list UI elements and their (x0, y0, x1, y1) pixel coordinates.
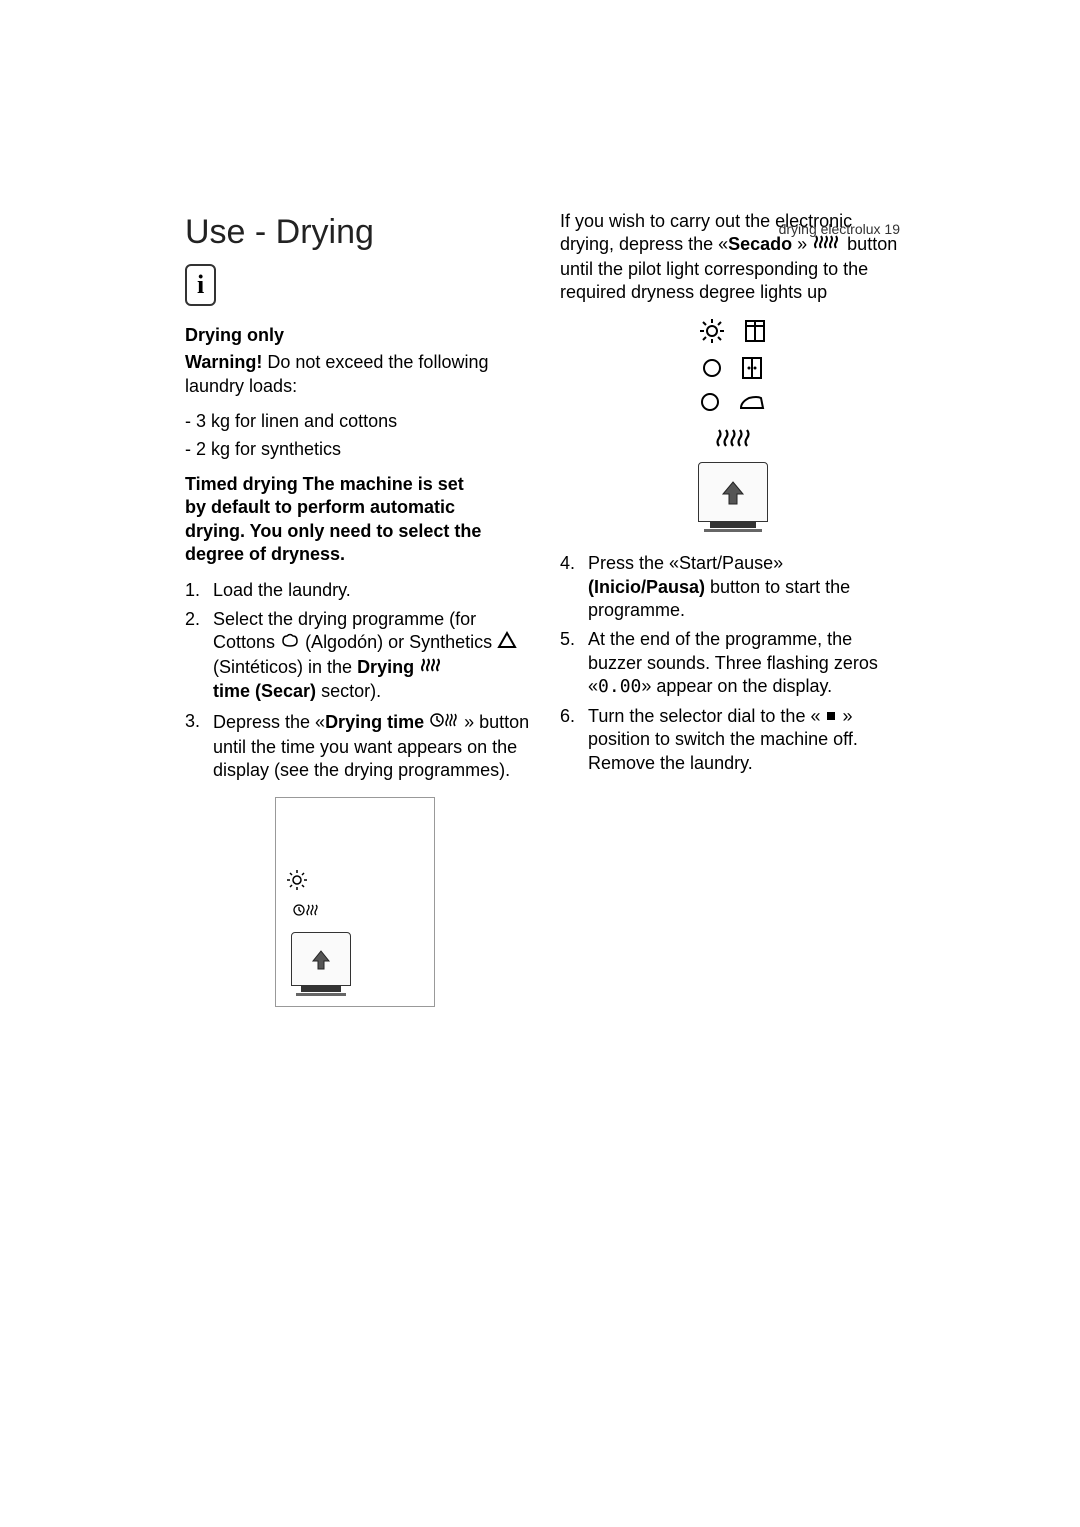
step-number: 2. (185, 608, 213, 704)
text-bold: (Inicio/Pausa) (588, 577, 705, 597)
text-bold: Drying (357, 657, 419, 677)
text: » appear on the display. (641, 676, 832, 696)
step-body: Depress the «Drying time » button until … (213, 710, 530, 783)
info-icon: i (197, 270, 204, 299)
step-4: 4. Press the «Start/Pause» (Inicio/Pausa… (560, 552, 905, 622)
heading-line: Timed drying The machine is set (185, 473, 530, 496)
text: Turn the selector dial to the « (588, 706, 820, 726)
heading-line: drying. You only need to select the (185, 520, 530, 543)
text-bold: Drying time (325, 712, 429, 732)
heading-line: by default to perform automatic (185, 496, 530, 519)
cotton-icon (280, 632, 300, 655)
page-header: drying electrolux 19 (779, 220, 900, 238)
step-body: Turn the selector dial to the « » positi… (588, 705, 905, 776)
text: (Algodón) or Synthetics (305, 632, 497, 652)
step-body: Press the «Start/Pause» (Inicio/Pausa) b… (588, 552, 905, 622)
display-value: 0.00 (598, 676, 641, 697)
circle-icon (699, 391, 721, 419)
dryness-panel-figure (673, 317, 793, 533)
step-6: 6. Turn the selector dial to the « » pos… (560, 705, 905, 776)
heading-line: degree of dryness. (185, 543, 530, 566)
info-box: i (185, 264, 216, 306)
waves-icon (419, 656, 445, 680)
step-number: 1. (185, 579, 213, 602)
drying-time-figure (275, 797, 435, 1007)
step-number: 4. (560, 552, 588, 622)
step-body: Load the laundry. (213, 579, 530, 602)
circle-icon (701, 357, 723, 385)
sun-icon (286, 869, 356, 897)
clock-waves-icon (429, 710, 459, 736)
iron-icon (737, 392, 767, 418)
step-number: 3. (185, 710, 213, 783)
drying-only-heading: Drying only (185, 324, 530, 347)
step-5: 5. At the end of the programme, the buzz… (560, 628, 905, 698)
step-1: 1. Load the laundry. (185, 579, 530, 602)
button-illustration (291, 932, 351, 986)
text-bold: time (Secar) (213, 681, 316, 701)
step-3: 3. Depress the «Drying time » button unt… (185, 710, 530, 783)
clock-waves-icon (292, 901, 356, 925)
load-list: - 3 kg for linen and cottons - 2 kg for … (185, 410, 530, 461)
list-item: - 3 kg for linen and cottons (185, 410, 530, 433)
step-body: At the end of the programme, the buzzer … (588, 628, 905, 698)
sun-icon (698, 317, 726, 351)
warning-label: Warning! (185, 352, 262, 372)
step-number: 5. (560, 628, 588, 698)
timed-drying-heading: Timed drying The machine is set by defau… (185, 473, 530, 567)
step-2: 2. Select the drying programme (for Cott… (185, 608, 530, 704)
list-item: - 2 kg for synthetics (185, 438, 530, 461)
text: Depress the « (213, 712, 325, 732)
text: sector). (321, 681, 381, 701)
cupboard-icon (742, 318, 768, 350)
right-column: If you wish to carry out the electronic … (560, 210, 905, 1007)
page-title: Use - Drying (185, 210, 530, 254)
hanger-cupboard-icon (739, 355, 765, 387)
left-column: Use - Drying i Drying only Warning! Do n… (185, 210, 530, 1007)
waves-icon (673, 426, 793, 456)
text: (Sintéticos) in the (213, 657, 357, 677)
button-illustration (698, 462, 768, 522)
synthetics-icon (497, 631, 517, 655)
page-body: Use - Drying i Drying only Warning! Do n… (185, 210, 905, 1007)
step-body: Select the drying programme (for Cottons… (213, 608, 530, 704)
warning-para: Warning! Do not exceed the following lau… (185, 351, 530, 398)
step-number: 6. (560, 705, 588, 776)
up-arrow-icon (717, 476, 749, 508)
up-arrow-icon (307, 945, 335, 973)
text: Press the «Start/Pause» (588, 553, 783, 573)
stop-icon (825, 705, 837, 728)
